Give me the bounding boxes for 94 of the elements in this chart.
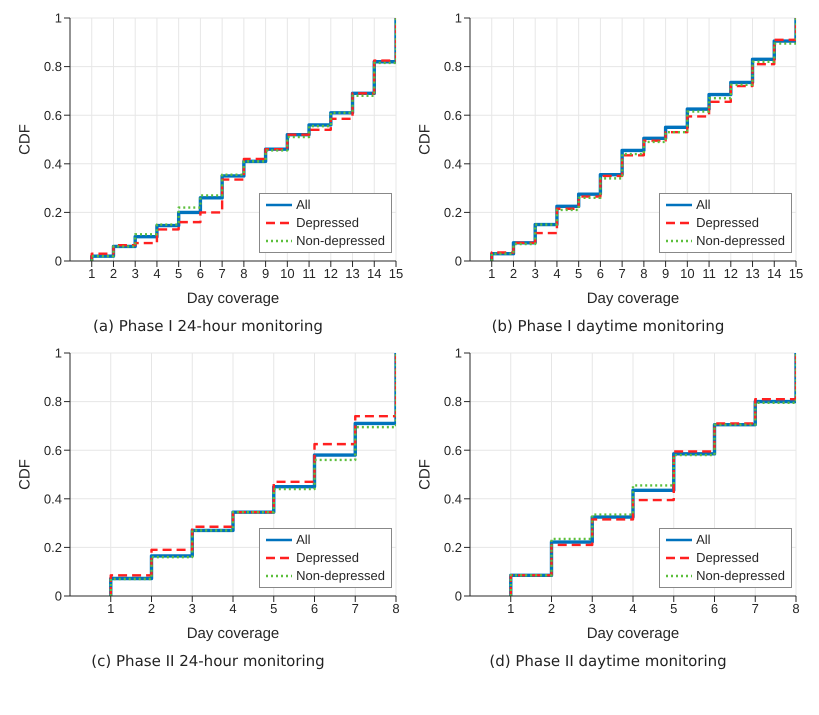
x-tick-label: 12 [324, 266, 338, 282]
x-tick-label: 10 [280, 266, 295, 282]
legend-label: All [696, 531, 711, 549]
x-tick-label: 2 [548, 601, 556, 616]
x-tick-label: 8 [240, 266, 248, 282]
y-tick-label: 0.4 [44, 156, 62, 172]
y-tick-label: 0 [54, 588, 62, 604]
y-tick-label: 0.6 [44, 108, 62, 123]
x-axis-title: Day coverage [186, 290, 280, 307]
y-tick-label: 1 [54, 346, 62, 361]
y-tick-label: 0.8 [444, 59, 462, 74]
x-tick-label: 9 [262, 266, 270, 282]
legend-label: Non-depressed [296, 232, 385, 250]
x-axis-title: Day coverage [186, 625, 280, 642]
x-tick-label: 13 [745, 266, 760, 282]
y-axis-title: CDF [16, 124, 34, 155]
legend-label: All [296, 196, 311, 214]
x-tick-label: 7 [618, 266, 626, 282]
x-tick-label: 1 [107, 601, 114, 616]
y-tick-label: 1 [54, 10, 62, 26]
legend-label: Depressed [696, 549, 759, 567]
y-tick-label: 0.8 [444, 394, 462, 410]
text: (c) Phase II 24-hour monitoring [90, 652, 326, 670]
text: (b) Phase I daytime monitoring [490, 317, 726, 335]
x-tick-label: 8 [640, 266, 648, 282]
y-tick-label: 0.4 [44, 491, 62, 506]
text: (a) Phase I 24-hour monitoring [92, 317, 324, 335]
x-tick-label: 11 [302, 266, 316, 282]
x-axis-title: Day coverage [586, 290, 680, 307]
y-tick-label: 0 [454, 254, 462, 269]
x-tick-label: 14 [367, 266, 382, 282]
x-tick-label: 9 [662, 266, 670, 282]
y-tick-label: 0.4 [444, 491, 462, 506]
y-tick-label: 0.2 [44, 540, 62, 556]
x-tick-label: 3 [132, 266, 139, 282]
legend-label: All [296, 531, 311, 549]
x-tick-label: 7 [218, 266, 226, 282]
x-tick-label: 3 [588, 601, 596, 616]
y-tick-label: 0 [454, 588, 462, 604]
x-tick-label: 15 [388, 266, 404, 282]
x-tick-label: 4 [153, 266, 161, 282]
y-tick-label: 0.6 [444, 442, 462, 458]
legend-label: Non-depressed [296, 567, 385, 585]
x-tick-label: 11 [702, 266, 716, 282]
legend-label: Depressed [296, 214, 359, 232]
x-tick-label: 7 [752, 601, 759, 616]
x-tick-label: 12 [724, 266, 738, 282]
y-tick-label: 0.6 [444, 108, 462, 123]
x-tick-label: 5 [575, 266, 582, 282]
y-axis-title: CDF [16, 459, 34, 490]
x-tick-label: 5 [175, 266, 182, 282]
x-tick-label: 6 [310, 601, 318, 616]
x-tick-label: 2 [110, 266, 118, 282]
y-axis-title: CDF [416, 124, 434, 155]
x-tick-label: 14 [767, 266, 782, 282]
x-tick-label: 8 [392, 601, 400, 616]
legend-label: Depressed [296, 549, 359, 567]
y-tick-label: 0 [54, 254, 62, 269]
y-tick-label: 0.8 [44, 59, 62, 74]
x-tick-label: 2 [510, 266, 518, 282]
y-tick-label: 1 [454, 346, 462, 361]
x-tick-label: 8 [792, 601, 800, 616]
legend-label: Depressed [696, 214, 759, 232]
x-tick-label: 4 [229, 601, 237, 616]
x-tick-label: 1 [488, 266, 496, 282]
x-tick-label: 15 [788, 266, 804, 282]
x-tick-label: 6 [196, 266, 204, 282]
y-axis-title: CDF [416, 459, 434, 490]
y-tick-label: 0.4 [444, 156, 462, 172]
x-tick-label: 5 [670, 601, 678, 616]
y-tick-label: 0.6 [44, 442, 62, 458]
legend-label: Non-depressed [696, 567, 785, 585]
y-tick-label: 0.8 [44, 394, 62, 410]
x-tick-label: 4 [629, 601, 637, 616]
x-tick-label: 3 [532, 266, 539, 282]
x-tick-label: 10 [680, 266, 695, 282]
x-tick-label: 13 [345, 266, 360, 282]
x-axis-title: Day coverage [586, 625, 680, 642]
legend-label: Non-depressed [696, 232, 785, 250]
x-tick-label: 4 [553, 266, 561, 282]
x-tick-label: 7 [352, 601, 359, 616]
y-tick-label: 1 [454, 10, 462, 26]
x-tick-label: 6 [710, 601, 718, 616]
y-tick-label: 0.2 [444, 540, 462, 556]
x-tick-label: 3 [188, 601, 196, 616]
x-tick-label: 1 [507, 601, 514, 616]
x-tick-label: 1 [88, 266, 96, 282]
y-tick-label: 0.2 [444, 205, 462, 220]
x-tick-label: 6 [596, 266, 604, 282]
x-tick-label: 5 [270, 601, 278, 616]
legend-label: All [696, 196, 711, 214]
y-tick-label: 0.2 [44, 205, 62, 220]
x-tick-label: 2 [148, 601, 156, 616]
text: (d) Phase II daytime monitoring [488, 652, 728, 670]
